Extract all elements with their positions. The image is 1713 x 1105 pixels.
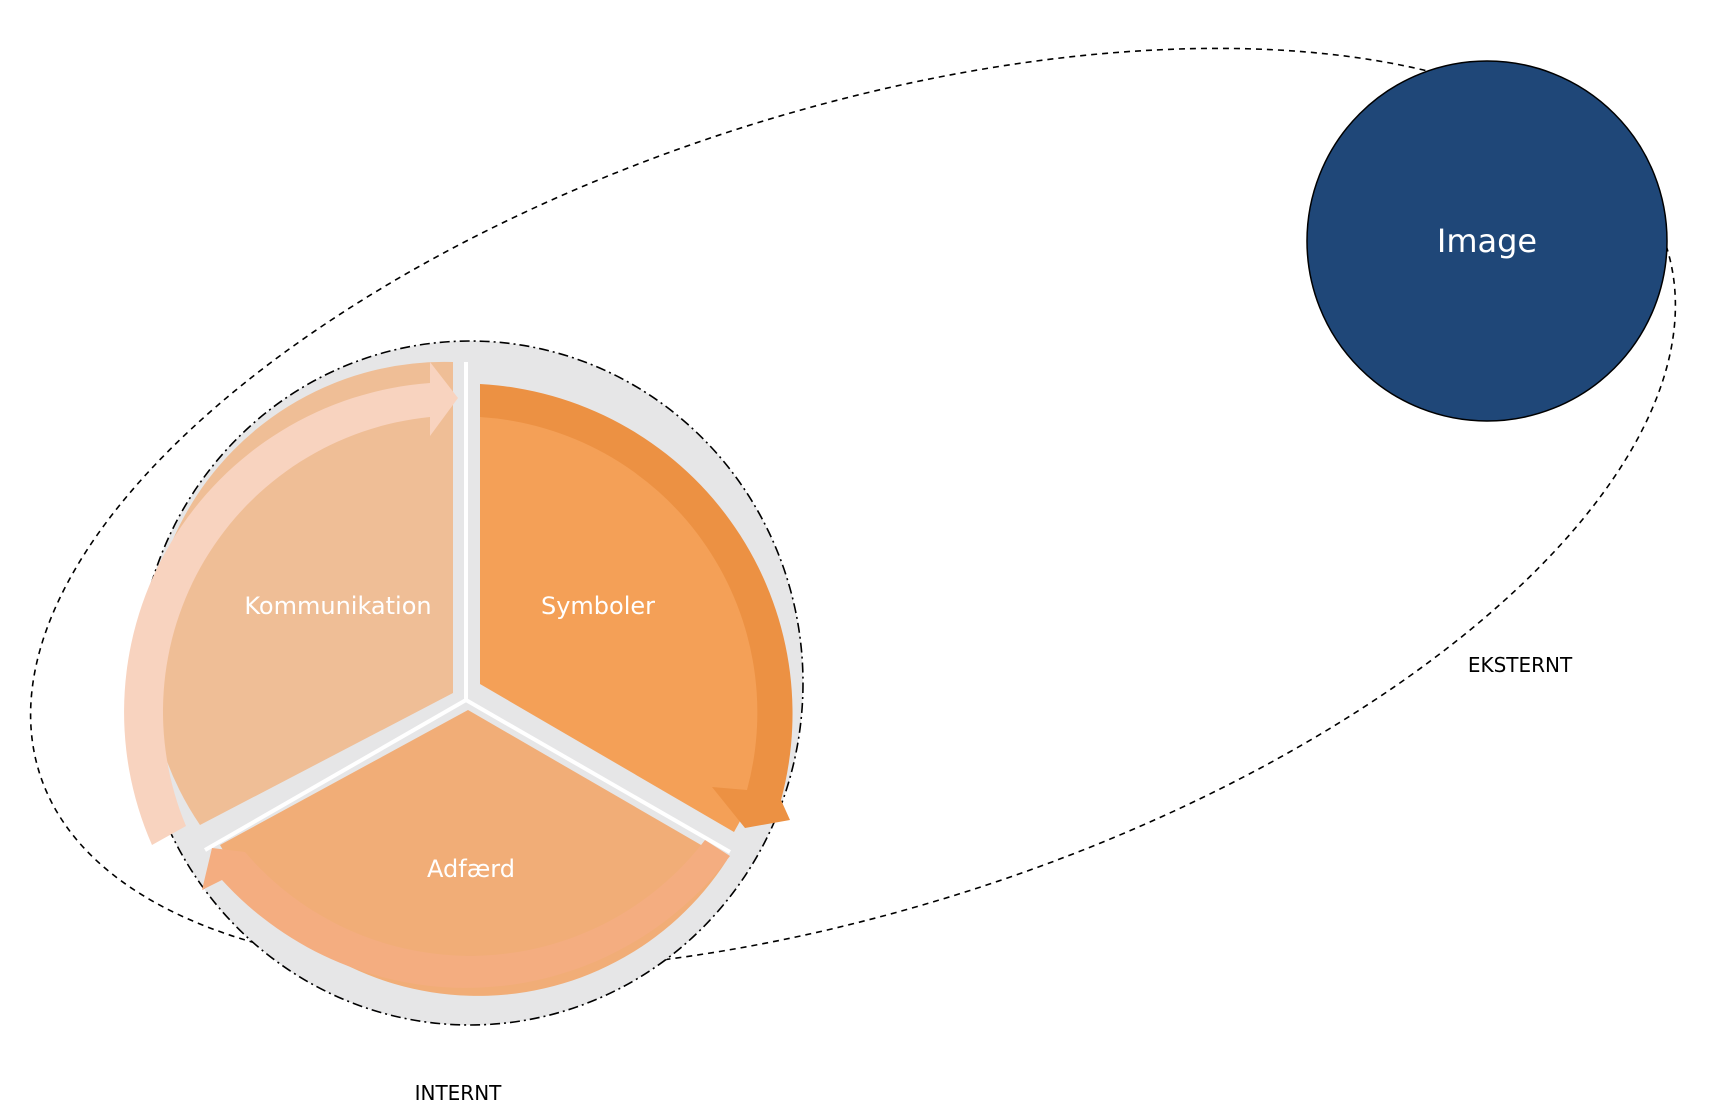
external-label: EKSTERNT [1468,653,1573,677]
internal-label: INTERNT [415,1081,503,1105]
arrow-adfaerd [202,840,730,988]
segment-adfaerd [220,710,727,996]
label-kommunikation: Kommunikation [244,592,431,620]
arrow-symboler [480,384,793,828]
label-symboler: Symboler [541,592,655,620]
label-adfaerd: Adfærd [427,855,515,883]
arrow-kommunikation [124,362,458,845]
segment-separators [204,362,731,854]
image-node-label: Image [1437,222,1537,260]
image-node [1306,60,1668,422]
